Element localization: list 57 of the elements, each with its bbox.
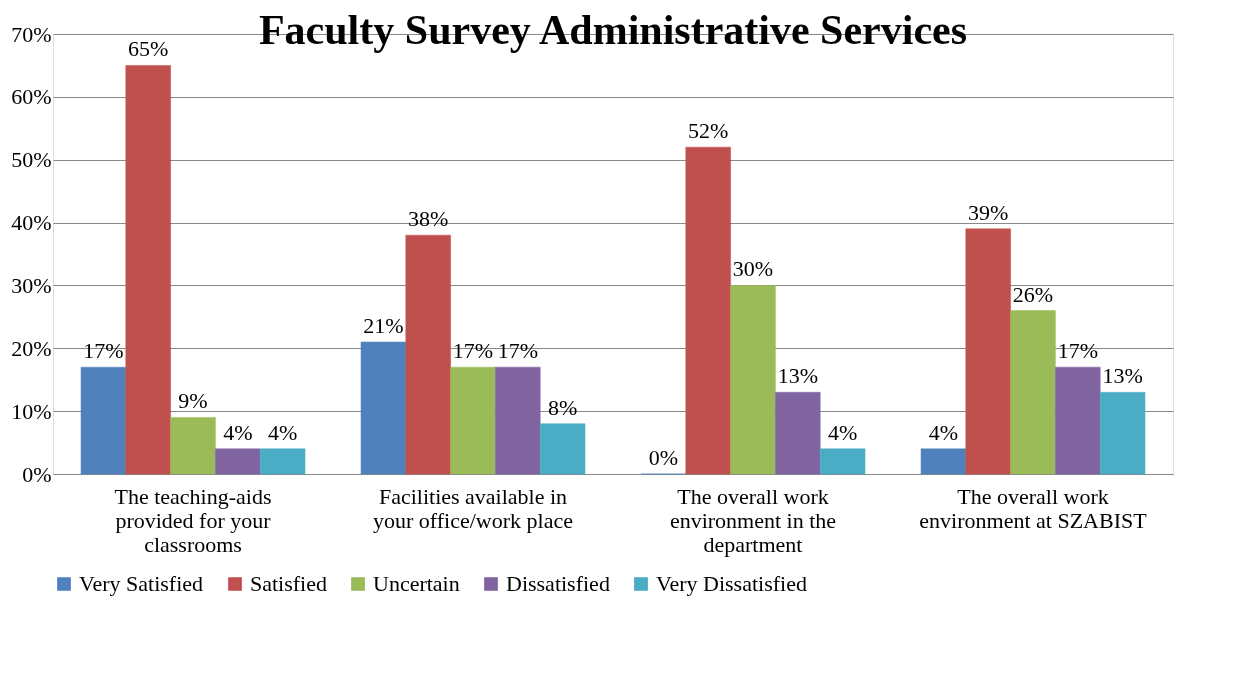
data-label: 13%: [1102, 363, 1143, 389]
data-label: 8%: [547, 394, 578, 420]
y-tick-label: 20%: [11, 335, 52, 361]
data-label: 26%: [1012, 281, 1054, 307]
bar: [80, 366, 127, 475]
chart-title: Faculty Survey Administrative Services: [258, 7, 968, 53]
data-label: 4%: [223, 419, 253, 445]
bar: [170, 417, 216, 475]
data-label: 17%: [1057, 338, 1098, 364]
bar: [125, 65, 171, 475]
bar: [819, 448, 866, 475]
bar: [495, 366, 541, 475]
legend-label: Dissatisfied: [506, 571, 610, 596]
bar: [685, 146, 731, 475]
bar: [450, 366, 496, 475]
data-label: 30%: [732, 256, 774, 282]
bar: [730, 285, 776, 475]
data-label: 52%: [688, 118, 729, 144]
data-label: 17%: [497, 338, 538, 364]
data-label: 39%: [968, 199, 1009, 225]
bar: [215, 448, 261, 475]
legend-label: Satisfied: [250, 571, 327, 596]
legend-label: Very Satisfied: [79, 571, 204, 596]
data-label: 21%: [363, 313, 404, 338]
y-tick-label: 70%: [11, 21, 52, 47]
data-label: 9%: [178, 388, 208, 414]
data-label: 4%: [928, 419, 959, 445]
y-tick-label: 50%: [11, 147, 52, 173]
legend-label: Very Dissatisfied: [656, 571, 807, 596]
x-tick-label: The overall work environment in the department: [669, 483, 837, 557]
data-label: 17%: [452, 338, 494, 364]
data-label: 13%: [777, 363, 818, 389]
y-tick-label: 0%: [22, 461, 52, 487]
data-label: 0%: [648, 445, 679, 470]
bar: [360, 341, 407, 475]
y-tick-label: 60%: [11, 84, 52, 110]
y-tick-label: 30%: [11, 272, 52, 298]
x-tick-label: The overall work environment at SZABIST: [919, 483, 1148, 533]
data-label: 65%: [128, 36, 169, 62]
data-label: 4%: [827, 419, 858, 445]
bar: [539, 423, 586, 475]
bar: [405, 234, 451, 475]
y-tick-label: 40%: [11, 210, 52, 236]
legend-label: Uncertain: [373, 571, 460, 596]
bar: [965, 228, 1011, 475]
bar: [1099, 392, 1146, 475]
bar: [775, 392, 821, 475]
x-tick-label: The teaching-aids provided for your classrooms: [114, 483, 272, 557]
bar: [1010, 310, 1056, 475]
data-label: 4%: [267, 419, 298, 445]
x-tick-label: Facilities available in your office/work place: [373, 483, 573, 533]
bar: [1055, 366, 1101, 475]
data-label: 38%: [408, 206, 449, 232]
data-label: 17%: [83, 338, 124, 364]
y-tick-label: 10%: [11, 398, 52, 424]
bar: [920, 448, 967, 475]
bar: [259, 448, 306, 475]
